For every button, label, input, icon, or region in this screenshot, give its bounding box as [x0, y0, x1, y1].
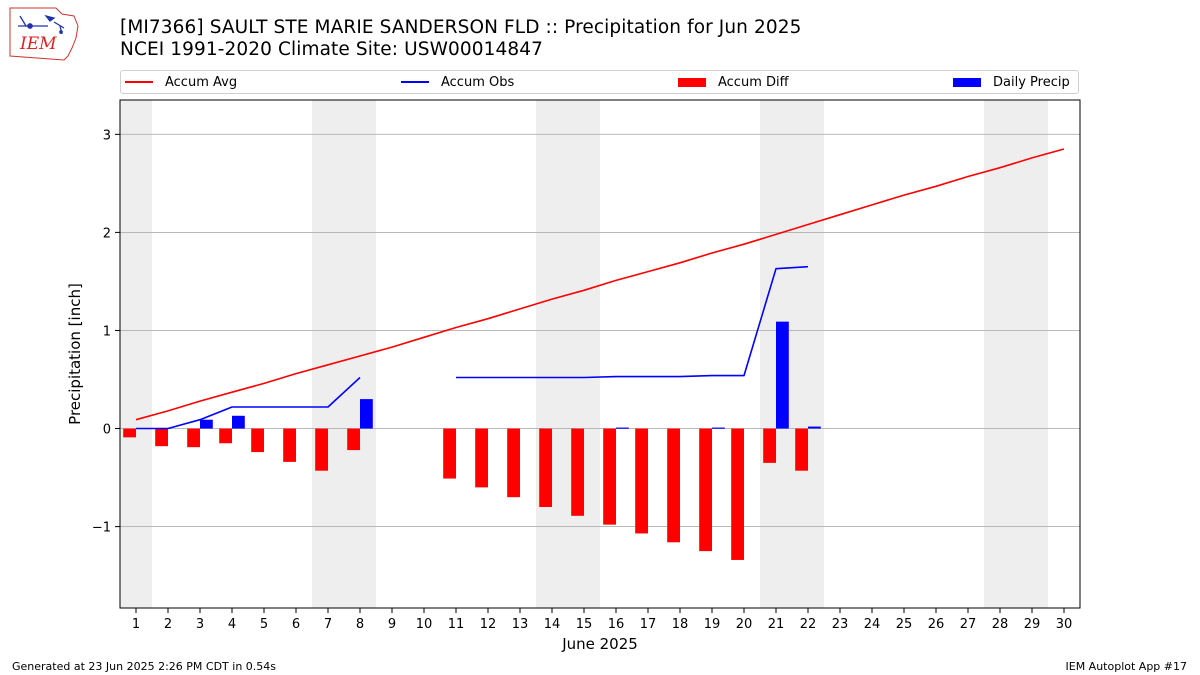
weekend-band: [760, 100, 824, 608]
x-tick-label: 13: [512, 617, 529, 632]
accum-diff-bar: [507, 428, 520, 498]
x-tick-label: 3: [196, 617, 204, 632]
x-tick-label: 19: [704, 617, 721, 632]
accum-diff-bar: [315, 428, 328, 471]
x-tick-label: 6: [292, 617, 300, 632]
x-tick-label: 24: [864, 617, 881, 632]
daily-precip-bar: [808, 426, 821, 429]
accum-diff-bar: [155, 428, 168, 447]
x-tick-label: 2: [164, 617, 172, 632]
accum-diff-bar: [283, 428, 296, 462]
legend-swatch-accum-avg: [125, 81, 153, 83]
daily-precip-bar: [232, 415, 245, 429]
x-tick-label: 14: [544, 617, 561, 632]
accum-diff-bar: [219, 428, 232, 444]
logo-text: IEM: [19, 34, 57, 54]
legend-swatch-accum-diff: [678, 77, 706, 87]
iem-logo: IEM: [9, 7, 79, 61]
accum-diff-bar: [731, 428, 744, 560]
legend-label-accum-obs: Accum Obs: [441, 74, 515, 90]
x-tick-label: 8: [356, 617, 364, 632]
chart-subtitle: NCEI 1991-2020 Climate Site: USW00014847: [120, 39, 543, 60]
x-tick-label: 16: [608, 617, 625, 632]
daily-precip-bar: [712, 427, 725, 429]
x-tick-label: 25: [896, 617, 913, 632]
x-tick-label: 9: [388, 617, 396, 632]
accum-diff-bar: [539, 428, 552, 507]
accum-diff-bar: [123, 428, 136, 438]
legend-swatch-accum-obs: [401, 81, 429, 83]
legend-label-accum-diff: Accum Diff: [718, 74, 789, 90]
accum-diff-bar: [763, 428, 776, 463]
weekend-band: [536, 100, 600, 608]
y-tick-label: 0: [103, 423, 111, 438]
chart-legend: Accum Avg Accum Obs Accum Diff Daily Pre…: [120, 70, 1079, 94]
daily-precip-bar: [616, 427, 629, 429]
x-tick-label: 18: [672, 617, 689, 632]
y-tick-label: −1: [92, 521, 111, 536]
accum-diff-bar: [251, 428, 264, 453]
x-tick-label: 15: [576, 617, 593, 632]
accum-diff-bar: [603, 428, 616, 525]
legend-label-daily-precip: Daily Precip: [993, 74, 1070, 90]
y-tick-label: 2: [103, 226, 111, 241]
accum-obs-line: [456, 265, 809, 379]
x-tick-label: 10: [416, 617, 433, 632]
weekend-band: [120, 100, 152, 608]
chart-title: [MI7366] SAULT STE MARIE SANDERSON FLD :…: [120, 17, 802, 38]
x-tick-label: 4: [228, 617, 236, 632]
accum-diff-bar: [571, 428, 584, 516]
accum-diff-bar: [635, 428, 648, 534]
legend-item-accum-avg: Accum Avg: [125, 71, 237, 93]
y-tick-label: 3: [103, 128, 111, 143]
x-tick-label: 20: [736, 617, 753, 632]
x-tick-label: 17: [640, 617, 657, 632]
weekend-band: [984, 100, 1048, 608]
x-tick-label: 30: [1056, 617, 1073, 632]
x-tick-label: 11: [448, 617, 465, 632]
accum-diff-bar: [475, 428, 488, 488]
accum-diff-bar: [347, 428, 360, 451]
x-tick-label: 7: [324, 617, 332, 632]
x-tick-label: 1: [132, 617, 140, 632]
legend-label-accum-avg: Accum Avg: [165, 74, 238, 90]
daily-precip-bar: [200, 419, 213, 429]
x-tick-label: 5: [260, 617, 268, 632]
generated-timestamp: Generated at 23 Jun 2025 2:26 PM CDT in …: [12, 660, 277, 673]
y-axis-label: Precipitation [inch]: [66, 283, 84, 425]
x-axis-label: June 2025: [561, 635, 638, 653]
daily-precip-bar: [360, 399, 373, 429]
y-tick-label: 1: [103, 324, 111, 339]
plot-frame: [119, 99, 1081, 609]
x-tick-label: 26: [928, 617, 945, 632]
x-tick-label: 23: [832, 617, 849, 632]
x-tick-label: 28: [992, 617, 1009, 632]
x-tick-label: 22: [800, 617, 817, 632]
accum-obs-line: [136, 376, 361, 430]
accum-diff-bar: [795, 428, 808, 471]
app-credit: IEM Autoplot App #17: [1065, 660, 1188, 673]
accum-diff-bar: [667, 428, 680, 543]
legend-item-daily-precip: Daily Precip: [953, 71, 1070, 93]
daily-precip-bar: [776, 321, 789, 429]
legend-swatch-daily-precip: [953, 77, 981, 87]
accum-avg-line: [135, 148, 1065, 421]
legend-item-accum-obs: Accum Obs: [401, 71, 514, 93]
x-tick-label: 12: [480, 617, 497, 632]
accum-diff-bar: [443, 428, 456, 479]
legend-item-accum-diff: Accum Diff: [678, 71, 789, 93]
accum-diff-bar: [699, 428, 712, 552]
accum-diff-bar: [187, 428, 200, 448]
x-tick-label: 29: [1024, 617, 1041, 632]
x-tick-label: 21: [768, 617, 785, 632]
x-tick-label: 27: [960, 617, 977, 632]
